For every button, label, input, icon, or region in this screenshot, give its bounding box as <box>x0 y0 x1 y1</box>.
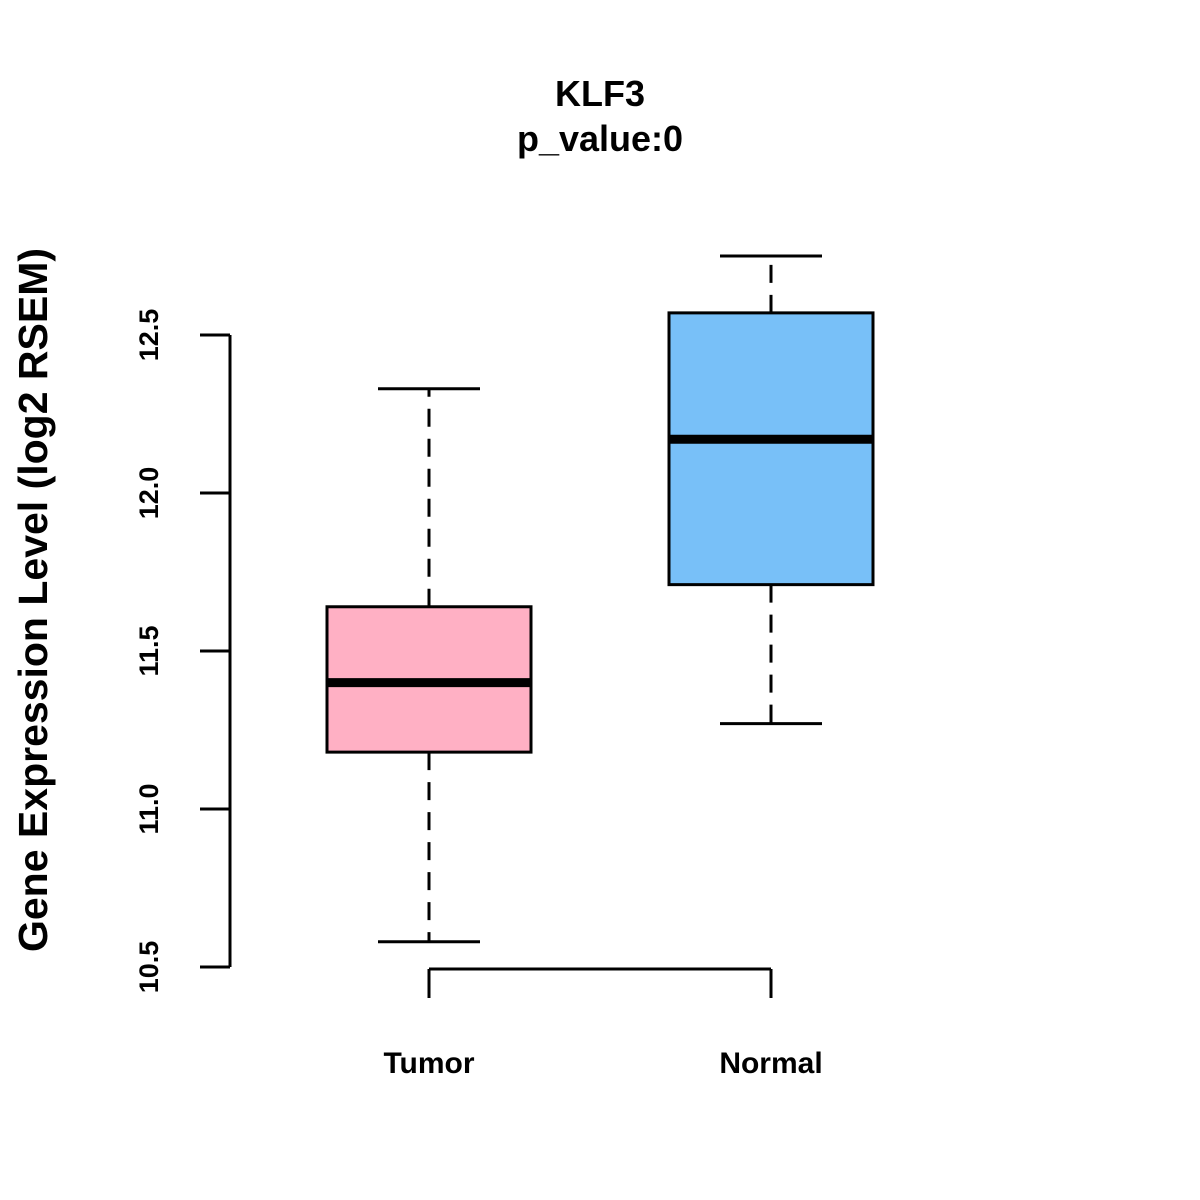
y-tick-label: 12.5 <box>134 309 164 362</box>
chart-subtitle: p_value:0 <box>517 118 683 159</box>
box-tumor <box>325 387 533 944</box>
iqr-box <box>667 311 875 587</box>
chart-title: KLF3 <box>555 73 645 114</box>
y-tick-label: 11.0 <box>134 783 164 834</box>
y-tick-label: 10.5 <box>134 941 164 994</box>
y-tick-label: 11.5 <box>134 625 164 676</box>
x-tick-label: Normal <box>719 1047 822 1080</box>
box-series <box>325 254 875 944</box>
x-tick-label: Tumor <box>383 1047 474 1080</box>
box-normal <box>667 254 875 726</box>
x-axis: Tumor Normal <box>383 967 823 1080</box>
y-tick-label: 12.0 <box>134 467 164 520</box>
y-axis: 10.5 11.0 11.5 12.0 12.5 <box>134 309 232 994</box>
y-axis-label: Gene Expression Level (log2 RSEM) <box>10 248 56 952</box>
